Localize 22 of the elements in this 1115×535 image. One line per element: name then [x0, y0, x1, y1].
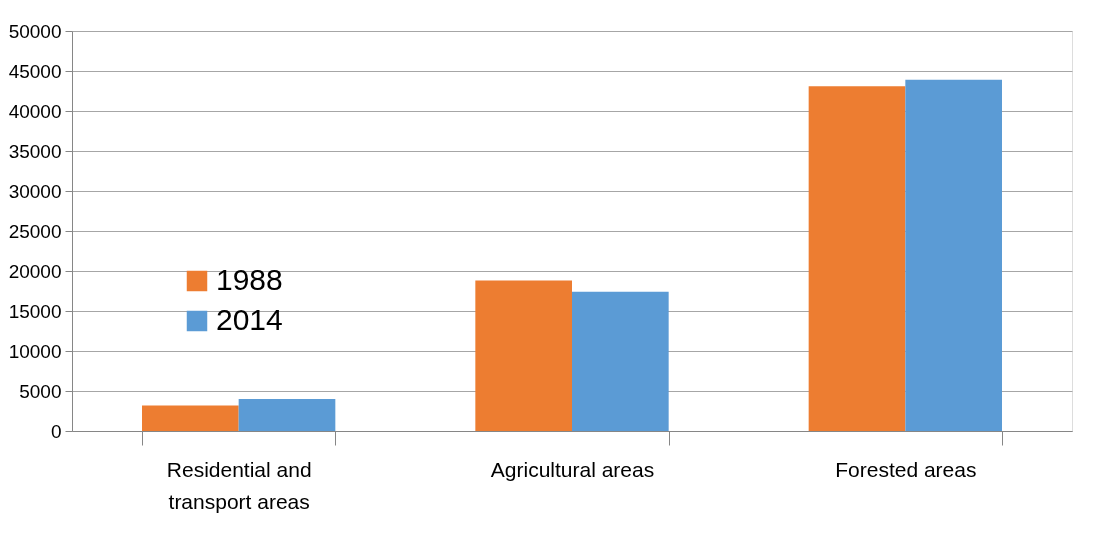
y-tick-label: 5000 [19, 380, 62, 402]
bar [808, 86, 906, 431]
y-tick-label: 10000 [8, 340, 62, 362]
y-tick-label: 20000 [8, 260, 62, 282]
bar [142, 405, 239, 431]
y-tick-label: 25000 [8, 220, 62, 242]
bar [572, 291, 669, 431]
bar [238, 399, 336, 431]
x-tick-label: Agricultural areas [490, 457, 655, 481]
y-tick-label: 15000 [8, 300, 62, 322]
y-tick-label: 50000 [8, 20, 62, 42]
y-tick-label: 30000 [8, 180, 62, 202]
y-tick-label: 35000 [8, 140, 62, 162]
x-tick-label: Forested areas [835, 457, 977, 481]
bar [905, 79, 1002, 431]
y-tick-label: 0 [50, 420, 62, 442]
legend-label: 2014 [216, 303, 283, 336]
y-tick-label: 45000 [8, 60, 62, 82]
y-tick-label: 40000 [8, 100, 62, 122]
legend-label: 1988 [216, 263, 283, 296]
bar [475, 280, 572, 431]
x-tick-label: Residential and transport areas [166, 457, 312, 513]
